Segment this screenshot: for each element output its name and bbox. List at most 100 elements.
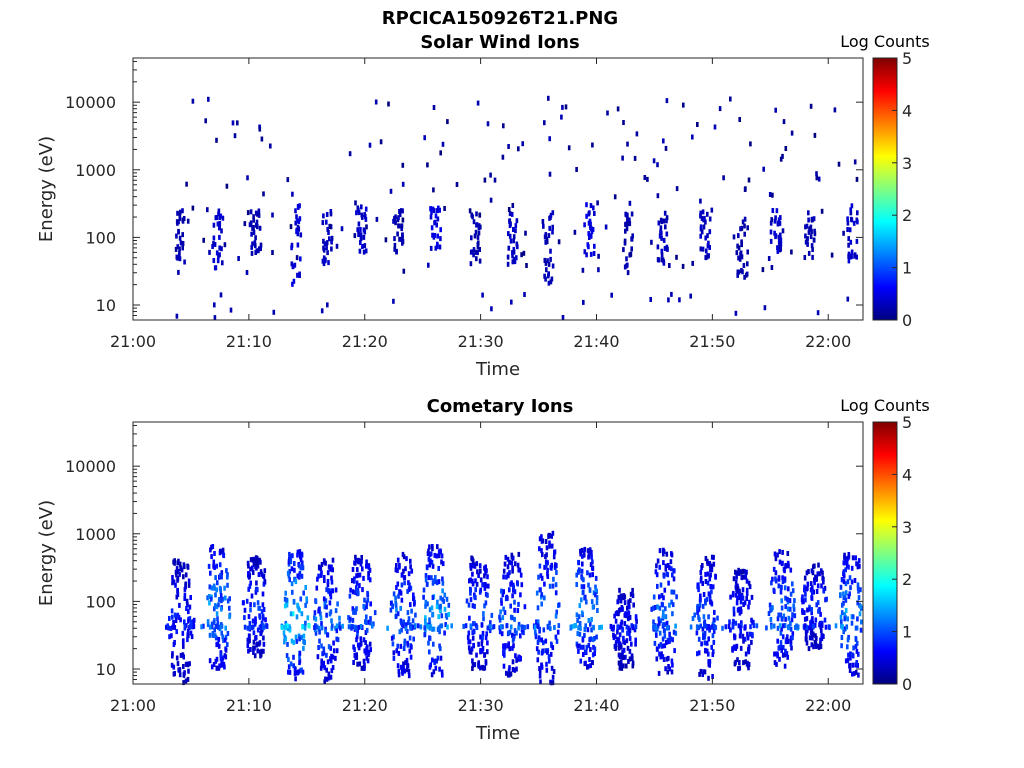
heatmap-cell: [742, 638, 745, 644]
heatmap-cell: [212, 662, 216, 667]
heatmap-cell: [781, 634, 785, 640]
heatmap-cell: [736, 272, 739, 278]
x-axis-label-solar-wind: Time: [475, 359, 520, 380]
heatmap-cell: [670, 658, 674, 664]
heatmap-cell: [323, 665, 327, 671]
heatmap-cell: [582, 577, 585, 583]
heatmap-cell: [299, 565, 303, 571]
heatmap-cell: [329, 594, 333, 600]
heatmap-cell: [213, 633, 217, 639]
heatmap-cell: [626, 212, 629, 218]
heatmap-cell: [215, 665, 219, 671]
heatmap-cell: [426, 551, 430, 557]
heatmap-cell: [402, 646, 406, 651]
heatmap-cell: [288, 577, 291, 583]
heatmap-cell: [215, 137, 218, 143]
heatmap-cell: [707, 675, 710, 681]
heatmap-cell: [392, 634, 395, 640]
heatmap-cell: [248, 625, 252, 631]
heatmap-cell: [621, 649, 624, 655]
heatmap-cell: [329, 591, 332, 597]
heatmap-cell: [486, 121, 490, 127]
heatmap-cell: [252, 557, 255, 563]
heatmap-cell: [853, 578, 857, 583]
heatmap-cell: [620, 619, 624, 625]
heatmap-cell: [444, 612, 448, 618]
heatmap-cell: [554, 582, 558, 588]
heatmap-cell: [807, 210, 810, 216]
heatmap-cell: [250, 231, 253, 237]
heatmap-cell: [625, 221, 628, 227]
heatmap-cell: [475, 561, 479, 567]
heatmap-cell: [659, 582, 663, 588]
heatmap-cell: [544, 539, 548, 544]
heatmap-cell: [488, 624, 492, 629]
heatmap-cell: [555, 638, 559, 644]
heatmap-cell: [628, 648, 632, 654]
heatmap-cell: [441, 588, 444, 594]
y-tick-label: 10: [96, 660, 116, 679]
heatmap-cell: [623, 621, 627, 626]
heatmap-cell: [325, 604, 328, 610]
heatmap-cell: [296, 670, 300, 676]
heatmap-cell: [231, 120, 235, 126]
heatmap-cell: [214, 215, 218, 221]
heatmap-cell: [704, 598, 707, 604]
heatmap-cell: [706, 211, 709, 217]
heatmap-cell: [699, 578, 703, 584]
heatmap-cell: [212, 619, 216, 625]
heatmap-cell: [200, 624, 203, 630]
heatmap-cell: [708, 576, 712, 582]
y-tick-label: 10000: [65, 457, 116, 476]
heatmap-cell: [431, 611, 435, 617]
heatmap-cell: [508, 218, 512, 224]
heatmap-cell: [588, 210, 591, 216]
heatmap-cell: [778, 559, 782, 565]
heatmap-cell: [287, 664, 291, 670]
heatmap-cell: [402, 665, 405, 671]
heatmap-cell: [583, 632, 586, 638]
heatmap-cell: [809, 103, 813, 109]
heatmap-cell: [672, 576, 676, 582]
heatmap-cell: [847, 251, 851, 257]
heatmap-cell: [555, 609, 558, 615]
heatmap-cell: [168, 616, 171, 621]
heatmap-cell: [543, 257, 547, 263]
heatmap-cell: [202, 623, 205, 629]
heatmap-cell: [455, 182, 459, 187]
heatmap-cell: [810, 243, 814, 249]
heatmap-cell: [478, 258, 482, 264]
heatmap-cell: [228, 596, 231, 602]
heatmap-cell: [554, 590, 558, 596]
heatmap-cell: [537, 574, 540, 580]
heatmap-cell: [402, 623, 405, 629]
heatmap-cell: [579, 551, 582, 557]
heatmap-cell: [329, 588, 333, 594]
heatmap-cell: [261, 602, 265, 608]
heatmap-cell: [221, 596, 225, 602]
heatmap-cell: [475, 581, 479, 587]
heatmap-cell: [707, 651, 710, 657]
heatmap-cell: [473, 621, 476, 627]
heatmap-cell: [781, 579, 785, 584]
heatmap-cell: [431, 563, 435, 569]
heatmap-cell: [472, 628, 476, 634]
heatmap-cell: [482, 616, 485, 622]
heatmap-cell: [777, 612, 780, 618]
heatmap-cell: [774, 576, 777, 582]
heatmap-cell: [436, 216, 440, 222]
heatmap-cell: [183, 619, 186, 625]
heatmap-cell: [210, 544, 213, 550]
heatmap-cell: [221, 260, 224, 266]
heatmap-cell: [578, 603, 582, 609]
heatmap-cell: [336, 601, 339, 607]
heatmap-cell: [542, 640, 545, 646]
heatmap-cell: [655, 563, 658, 569]
heatmap-cell: [419, 624, 423, 630]
heatmap-cell: [659, 225, 663, 231]
heatmap-cell: [665, 551, 669, 557]
heatmap-cell: [439, 603, 442, 609]
heatmap-cell: [551, 263, 555, 269]
heatmap-cell: [208, 249, 211, 255]
heatmap-cell: [511, 565, 514, 571]
